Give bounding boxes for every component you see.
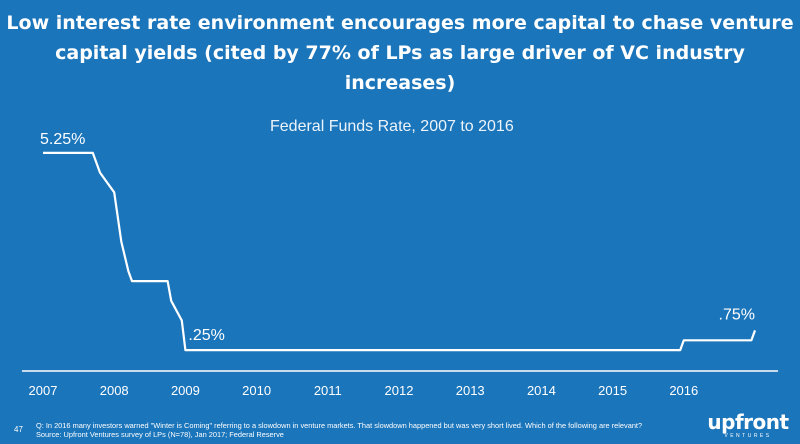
x-tick-label: 2009 (171, 383, 200, 398)
x-tick-label: 2014 (527, 383, 556, 398)
x-tick-label: 2010 (242, 383, 271, 398)
footnote: Q: In 2016 many investors warned "Winter… (36, 421, 716, 439)
x-tick-label: 2011 (314, 383, 342, 398)
upfront-logo: upfront VENTURES (705, 411, 791, 439)
x-tick-label: 2007 (29, 383, 58, 398)
x-tick-label: 2016 (669, 383, 698, 398)
headline-line-1: Low interest rate environment encourages… (6, 12, 794, 34)
logo-subtitle: VENTURES (724, 433, 772, 439)
x-tick-label: 2012 (385, 383, 414, 398)
slide-headline: Low interest rate environment encourages… (0, 8, 800, 98)
logo-wordmark: upfront (707, 410, 789, 434)
x-tick-label: 2013 (456, 383, 485, 398)
x-tick-label: 2015 (598, 383, 627, 398)
page-number: 47 (14, 425, 23, 434)
footnote-question: Q: In 2016 many investors warned "Winter… (36, 421, 643, 430)
data-label: .75% (719, 306, 755, 323)
headline-line-2: capital yields (cited by 77% of LPs as l… (55, 42, 745, 94)
x-tick-label: 2008 (100, 383, 129, 398)
fed-funds-rate-line (43, 151, 757, 352)
data-label: 5.25% (40, 131, 85, 148)
data-label: .25% (188, 327, 224, 344)
chart-title: Federal Funds Rate, 2007 to 2016 (270, 118, 514, 135)
footnote-source: Source: Upfront Ventures survey of LPs (… (36, 430, 284, 439)
